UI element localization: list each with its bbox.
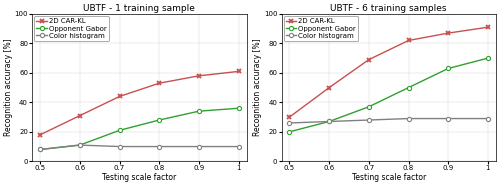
Color histogram [326, 120, 332, 123]
Title: UBTF - 6 training samples: UBTF - 6 training samples [330, 4, 447, 13]
2D CAR-KL [77, 115, 83, 117]
Line: Color histogram: Color histogram [288, 116, 490, 125]
X-axis label: Testing scale factor: Testing scale factor [102, 173, 176, 182]
X-axis label: Testing scale factor: Testing scale factor [352, 173, 426, 182]
Color histogram [485, 117, 491, 120]
Opponent Gabor [286, 131, 292, 133]
2D CAR-KL [116, 95, 122, 98]
2D CAR-KL [286, 116, 292, 118]
2D CAR-KL [236, 70, 242, 73]
Y-axis label: Recognition accuracy [%]: Recognition accuracy [%] [254, 39, 262, 136]
2D CAR-KL [37, 134, 43, 136]
2D CAR-KL [196, 75, 202, 77]
Opponent Gabor [77, 144, 83, 146]
Opponent Gabor [326, 120, 332, 123]
2D CAR-KL [326, 86, 332, 89]
Opponent Gabor [196, 110, 202, 112]
Color histogram [116, 145, 122, 148]
Opponent Gabor [366, 106, 372, 108]
Color histogram [406, 117, 411, 120]
Opponent Gabor [445, 67, 451, 70]
Opponent Gabor [485, 57, 491, 59]
Title: UBTF - 1 training sample: UBTF - 1 training sample [84, 4, 196, 13]
Opponent Gabor [156, 119, 162, 121]
Opponent Gabor [37, 148, 43, 151]
2D CAR-KL [485, 26, 491, 28]
2D CAR-KL [406, 39, 411, 42]
Line: Opponent Gabor: Opponent Gabor [38, 106, 240, 152]
Y-axis label: Recognition accuracy [%]: Recognition accuracy [%] [4, 39, 13, 136]
Color histogram [286, 122, 292, 124]
Color histogram [366, 119, 372, 121]
Line: 2D CAR-KL: 2D CAR-KL [288, 25, 490, 119]
Opponent Gabor [406, 86, 411, 89]
2D CAR-KL [366, 59, 372, 61]
Opponent Gabor [116, 129, 122, 132]
2D CAR-KL [156, 82, 162, 84]
Color histogram [445, 117, 451, 120]
Legend: 2D CAR-KL, Opponent Gabor, Color histogram: 2D CAR-KL, Opponent Gabor, Color histogr… [34, 16, 108, 41]
Color histogram [77, 144, 83, 146]
Line: Opponent Gabor: Opponent Gabor [288, 56, 490, 134]
2D CAR-KL [445, 32, 451, 34]
Opponent Gabor [236, 107, 242, 109]
Legend: 2D CAR-KL, Opponent Gabor, Color histogram: 2D CAR-KL, Opponent Gabor, Color histogr… [284, 16, 358, 41]
Color histogram [156, 145, 162, 148]
Line: Color histogram: Color histogram [38, 143, 240, 152]
Color histogram [196, 145, 202, 148]
Line: 2D CAR-KL: 2D CAR-KL [38, 69, 240, 137]
Color histogram [37, 148, 43, 151]
Color histogram [236, 145, 242, 148]
